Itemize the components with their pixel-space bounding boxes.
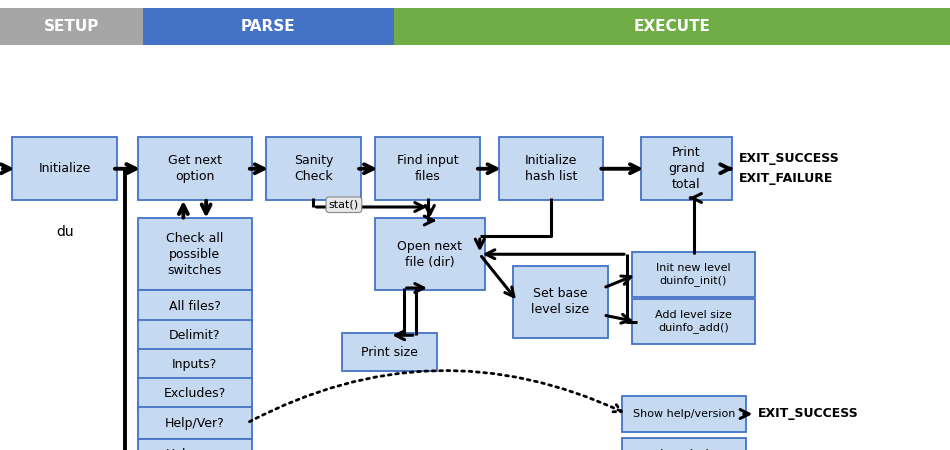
FancyBboxPatch shape (138, 439, 252, 450)
Text: Print
grand
total: Print grand total (668, 146, 705, 191)
FancyBboxPatch shape (632, 299, 755, 344)
Text: Open next
file (dir): Open next file (dir) (397, 240, 463, 269)
Text: Find input
files: Find input files (397, 154, 458, 183)
Bar (394, 8, 950, 45)
FancyBboxPatch shape (375, 218, 484, 290)
Text: Get next
option: Get next option (168, 154, 221, 183)
FancyBboxPatch shape (138, 349, 252, 380)
FancyBboxPatch shape (513, 266, 608, 338)
Text: Set base
level size: Set base level size (531, 287, 590, 316)
Text: Help/Ver?: Help/Ver? (165, 417, 224, 429)
Text: Add level size
duinfo_add(): Add level size duinfo_add() (656, 310, 732, 333)
Bar (0, 8, 142, 45)
Text: Initialize
hash list: Initialize hash list (524, 154, 578, 183)
Text: Sanity
Check: Sanity Check (294, 154, 333, 183)
Text: SETUP: SETUP (44, 19, 99, 34)
Text: Inputs?: Inputs? (172, 358, 218, 371)
Text: Excludes?: Excludes? (163, 387, 226, 400)
FancyBboxPatch shape (622, 396, 746, 432)
FancyBboxPatch shape (266, 137, 361, 200)
FancyBboxPatch shape (138, 378, 252, 410)
Text: All files?: All files? (169, 300, 220, 312)
FancyBboxPatch shape (375, 137, 480, 200)
Text: PARSE: PARSE (241, 19, 295, 34)
Text: Delimit?: Delimit? (169, 329, 220, 342)
Text: EXIT_SUCCESS: EXIT_SUCCESS (758, 408, 859, 420)
FancyBboxPatch shape (138, 320, 252, 351)
Text: EXECUTE: EXECUTE (634, 19, 711, 34)
FancyBboxPatch shape (632, 252, 755, 297)
Text: Initialize: Initialize (38, 162, 91, 175)
FancyBboxPatch shape (499, 137, 603, 200)
FancyBboxPatch shape (138, 218, 252, 290)
Text: Print size: Print size (361, 346, 418, 359)
FancyBboxPatch shape (342, 333, 437, 371)
Text: du: du (56, 225, 73, 239)
Bar (142, 8, 394, 45)
FancyBboxPatch shape (138, 290, 252, 322)
Text: EXIT_SUCCESS: EXIT_SUCCESS (739, 153, 840, 165)
FancyBboxPatch shape (12, 137, 117, 200)
FancyBboxPatch shape (138, 407, 252, 439)
Text: Check all
possible
switches: Check all possible switches (166, 232, 223, 277)
FancyBboxPatch shape (622, 438, 746, 450)
Text: Show help/version: Show help/version (633, 409, 735, 419)
Text: stat(): stat() (329, 200, 359, 210)
FancyBboxPatch shape (641, 137, 732, 200)
FancyBboxPatch shape (138, 137, 252, 200)
Text: Unknown: Unknown (166, 448, 223, 450)
Text: EXIT_FAILURE: EXIT_FAILURE (739, 172, 833, 185)
Text: Init new level
duinfo_init(): Init new level duinfo_init() (656, 263, 731, 286)
